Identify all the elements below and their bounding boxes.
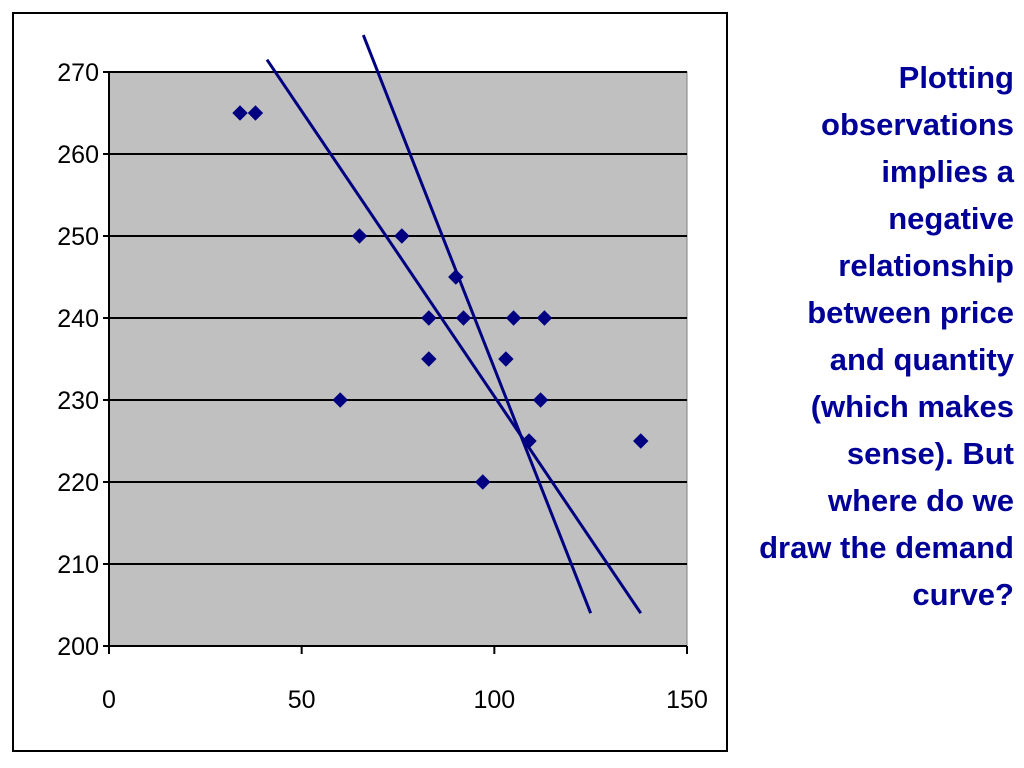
demand-curve-line — [265, 58, 643, 615]
annotation-line: relationship — [838, 248, 1014, 283]
y-tick-label: 240 — [57, 305, 99, 333]
data-point — [475, 474, 491, 490]
y-tick-label: 200 — [57, 633, 99, 661]
x-tick-label: 100 — [473, 686, 515, 714]
y-tick-label: 220 — [57, 469, 99, 497]
data-point — [536, 310, 553, 326]
annotation-line: between price — [807, 295, 1014, 330]
data-points — [232, 105, 649, 490]
demand-curve-line — [361, 34, 593, 614]
annotation-line: curve? — [912, 577, 1014, 612]
scatter-chart: 200 210 220 230 240 250 260 270 0 50 100 150 — [57, 34, 708, 714]
data-point — [455, 310, 472, 326]
plot-area — [108, 71, 688, 647]
annotation-text: Plotting observations implies a negative rel… — [680, 54, 1014, 618]
x-tick-label: 150 — [666, 686, 708, 714]
y-tick-label: 260 — [57, 141, 99, 169]
data-point — [532, 392, 549, 408]
data-point — [332, 392, 348, 408]
annotation-line: and quantity — [829, 342, 1014, 377]
data-point — [247, 105, 264, 121]
y-tick-label: 250 — [57, 223, 99, 251]
data-point — [394, 228, 410, 244]
annotation-line: observations — [821, 107, 1014, 142]
annotation-line: negative — [888, 201, 1014, 236]
y-tick-label: 230 — [57, 387, 99, 415]
annotation-line: (which makes — [810, 389, 1014, 424]
data-point — [421, 310, 437, 326]
data-point — [505, 310, 522, 326]
x-tick-label: 50 — [288, 686, 316, 714]
data-point — [521, 433, 537, 449]
demand-lines — [265, 34, 643, 615]
annotation-line: implies a — [881, 154, 1014, 189]
data-point — [351, 228, 368, 244]
axes: 200 210 220 230 240 250 260 270 0 50 100 150 — [57, 59, 708, 714]
chart-frame: 200 210 220 230 240 250 260 270 0 50 100 150 — [12, 12, 728, 752]
annotation-line: sense). But — [846, 436, 1014, 471]
data-point — [421, 351, 437, 367]
data-point — [448, 269, 464, 285]
data-point — [633, 433, 649, 449]
annotation-line: where do we — [827, 483, 1014, 518]
annotation-line: draw the demand — [759, 530, 1014, 565]
annotation-line: Plotting — [898, 60, 1014, 95]
x-tick-label: 0 — [102, 686, 116, 714]
data-point — [498, 351, 514, 367]
y-tick-label: 210 — [57, 551, 99, 579]
data-point — [232, 105, 248, 121]
y-tick-label: 270 — [57, 59, 99, 87]
